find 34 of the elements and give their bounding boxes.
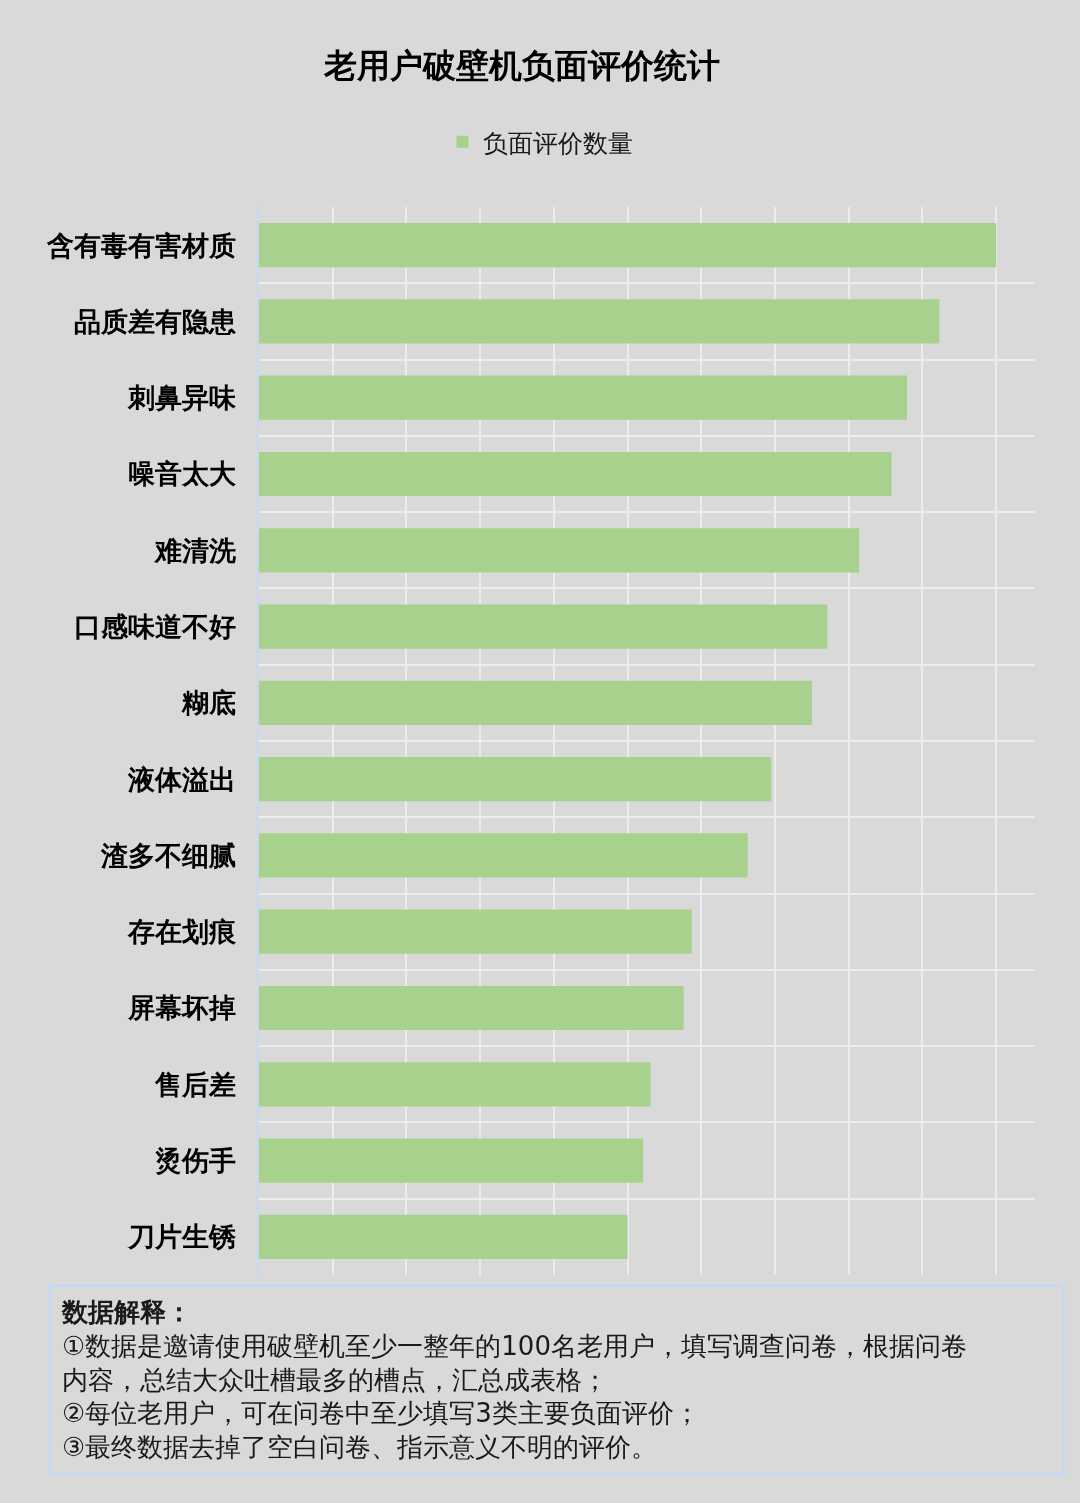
bar: [259, 299, 940, 344]
legend-label: 负面评价数量: [482, 128, 633, 158]
y-tick-label: 品质差有隐患: [73, 305, 236, 337]
bar: [259, 375, 907, 420]
bar: [259, 1138, 644, 1183]
bar: [259, 223, 997, 268]
text: 数据解释：: [61, 1297, 192, 1327]
bar: [259, 1062, 651, 1107]
bar: [259, 680, 812, 725]
bar: [259, 833, 748, 878]
bar: [259, 985, 684, 1031]
y-tick-label: 含有毒有害材质: [45, 229, 236, 261]
bar: [259, 757, 772, 802]
bar: [259, 909, 692, 954]
y-tick-label: 刺鼻异味: [126, 382, 237, 414]
y-tick-label: 糊底: [180, 687, 236, 719]
y-tick-label: 烫伤手: [154, 1145, 236, 1177]
text: ③最终数据去掉了空白问卷、指示意义不明的评价。: [62, 1432, 658, 1463]
y-tick-label: 售后差: [153, 1068, 236, 1100]
bar: [259, 451, 892, 497]
y-tick-label: 刀片生锈: [126, 1221, 236, 1253]
text: ①数据是邀请使用破壁机至少一整年的100名老用户，填写调查问卷，根据问卷内容，总结大众吐槽最多的槽点，汇总成表格；: [62, 1330, 967, 1395]
y-tick-label: 口感味道不好: [73, 611, 236, 643]
y-tick-label: 液体溢出: [126, 763, 236, 795]
bar: [259, 1214, 628, 1259]
chart-title: 老用户破壁机负面评价统计: [323, 45, 720, 85]
y-tick-label: 渣多不细腻: [99, 839, 236, 871]
y-tick-label: 噪音太大: [127, 458, 237, 490]
y-tick-label: 存在划痕: [126, 916, 237, 948]
y-tick-label: 屏幕坏掉: [126, 992, 236, 1024]
bar: [259, 604, 828, 649]
text: ②每位老用户，可在问卷中至少填写3类主要负面评价；: [62, 1398, 700, 1429]
y-tick-label: 难清洗: [152, 534, 237, 566]
bar: [259, 528, 860, 573]
